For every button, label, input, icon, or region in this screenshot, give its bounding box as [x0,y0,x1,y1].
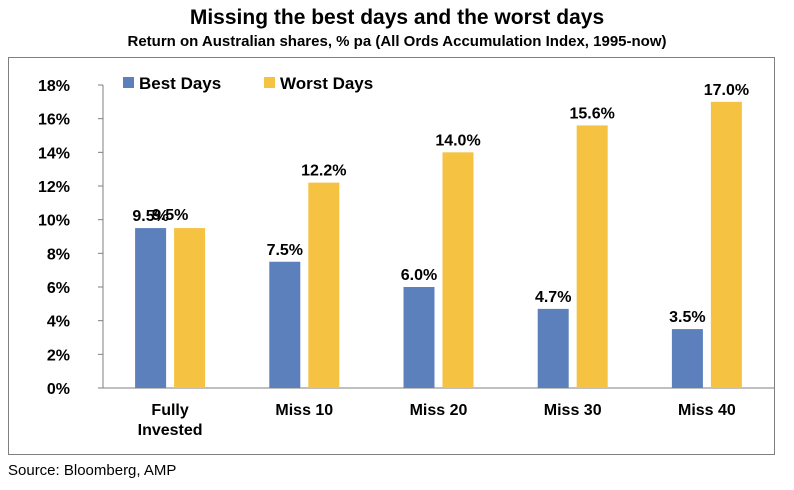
data-label: 9.5% [152,207,188,224]
x-tick-label: Miss 10 [275,402,333,419]
x-tick-label: Fully [151,402,188,419]
y-tick-label: 2% [47,347,70,364]
y-tick-label: 0% [47,381,70,398]
bar-worst-days [308,182,340,388]
chart-frame: 0% 2% 4% 6% 8% 10% 12% 14% 16% 18% 9.5% 9.5% Fully In… [8,57,775,455]
y-tick-label: 8% [47,246,70,263]
legend-swatch [123,77,134,88]
data-label: 14.0% [435,132,480,149]
x-tick-label: Miss 30 [544,402,602,419]
chart-title: Missing the best days and the worst days [189,6,605,29]
bar-worst-days [442,152,474,388]
y-tick-label: 10% [38,213,70,230]
data-label: 3.5% [669,309,705,326]
y-tick-label: 18% [38,78,70,95]
bar-best-days [537,308,569,388]
data-label: 9.5% [132,208,168,225]
x-tick-label: Miss 20 [410,402,468,419]
data-label: 4.7% [535,289,571,306]
chart-subtitle: Return on Australian shares, % pa (All O… [127,33,667,50]
y-tick-label: 14% [38,145,70,162]
x-tick-label: Miss 40 [678,402,736,419]
bar-chart: 0% 2% 4% 6% 8% 10% 12% 14% 16% 18% 9.5%9.5% Fully In… [38,74,774,439]
legend-label: Best Days [139,74,221,93]
legend-label: Worst Days [280,74,373,93]
bar-best-days [403,287,435,388]
data-label: 12.2% [301,163,346,180]
bar-worst-days [710,101,742,389]
data-label: 17.0% [704,82,749,99]
data-label: 6.0% [401,267,437,284]
y-tick-label: 4% [47,314,70,331]
y-tick-label: 16% [38,112,70,129]
x-tick-label: Invested [138,422,203,439]
y-tick-label: 6% [47,280,70,297]
bar-best-days [269,261,301,388]
data-label: 15.6% [570,105,615,122]
y-tick-label: 12% [38,179,70,196]
bar-best-days [135,228,167,388]
source-note: Source: Bloomberg, AMP [8,462,177,479]
legend-swatch [264,77,275,88]
bar-worst-days [576,125,608,389]
bar-best-days [671,329,703,388]
data-label: 7.5% [267,242,303,259]
bar-worst-days [174,228,206,388]
